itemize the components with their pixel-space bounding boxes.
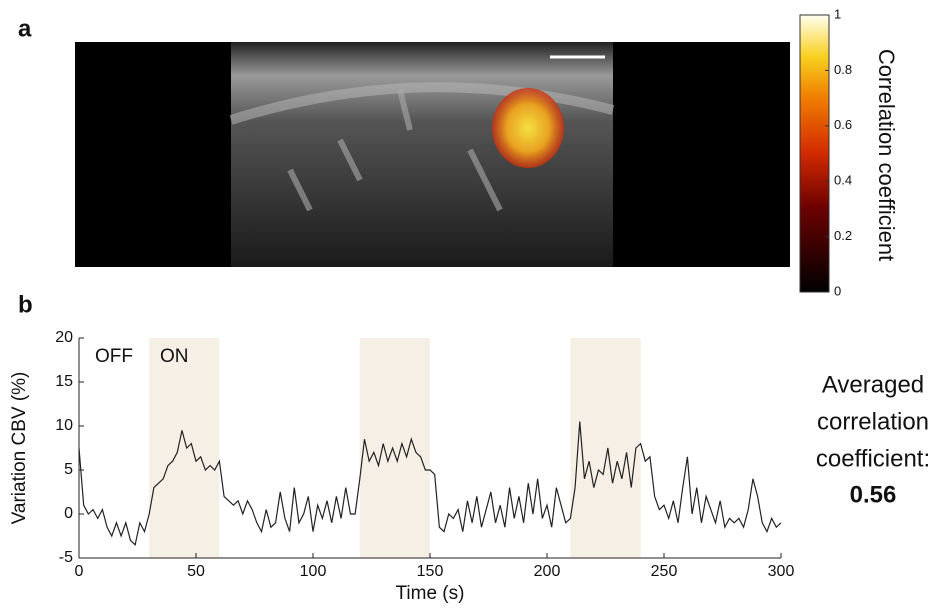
note-line: correlation <box>817 408 929 435</box>
note-line: coefficient: <box>816 445 930 472</box>
colorbar-tick-label: 0.6 <box>834 117 852 132</box>
x-tick-label: 100 <box>300 563 327 580</box>
stimulus-period <box>149 338 220 558</box>
x-axis-label: Time (s) <box>396 583 465 604</box>
data-line <box>78 421 782 546</box>
x-tick-label: 0 <box>75 563 84 580</box>
x-tick-label: 300 <box>768 563 795 580</box>
colorbar-tick-label: 1 <box>834 6 841 21</box>
x-tick-label: 200 <box>534 563 561 580</box>
x-tick-label: 150 <box>417 563 444 580</box>
colorbar <box>799 14 830 293</box>
x-tick-label: 50 <box>187 563 205 580</box>
y-tick-label: 5 <box>64 461 73 478</box>
y-tick-label: 0 <box>64 505 73 522</box>
y-tick-label: 10 <box>55 417 73 434</box>
colorbar-tick-label: 0.4 <box>834 173 852 188</box>
y-tick-label: 20 <box>55 329 73 346</box>
note-value: 0.56 <box>850 481 897 508</box>
colorbar-tick-label: 0 <box>834 283 841 298</box>
y-tick-label: 15 <box>55 373 73 390</box>
colorbar-tick-label: 0.2 <box>834 228 852 243</box>
colorbar-tick-label: 0.8 <box>834 62 852 77</box>
colorbar-label: Correlation coefficient <box>874 49 899 261</box>
ultrasound-image <box>75 42 790 267</box>
annotation: ON <box>160 346 189 367</box>
side-note: Averaged correlation coefficient: 0.56 <box>816 371 930 508</box>
panel-label: b <box>18 291 33 318</box>
x-tick-label: 250 <box>651 563 678 580</box>
annotation: OFF <box>95 346 133 367</box>
note-line: Averaged <box>822 371 924 398</box>
y-axis-label: Variation CBV (%) <box>9 372 30 525</box>
panel-label: a <box>18 15 32 42</box>
stimulus-period <box>359 338 430 558</box>
stimulus-period <box>570 338 641 558</box>
y-tick-label: -5 <box>59 549 73 566</box>
